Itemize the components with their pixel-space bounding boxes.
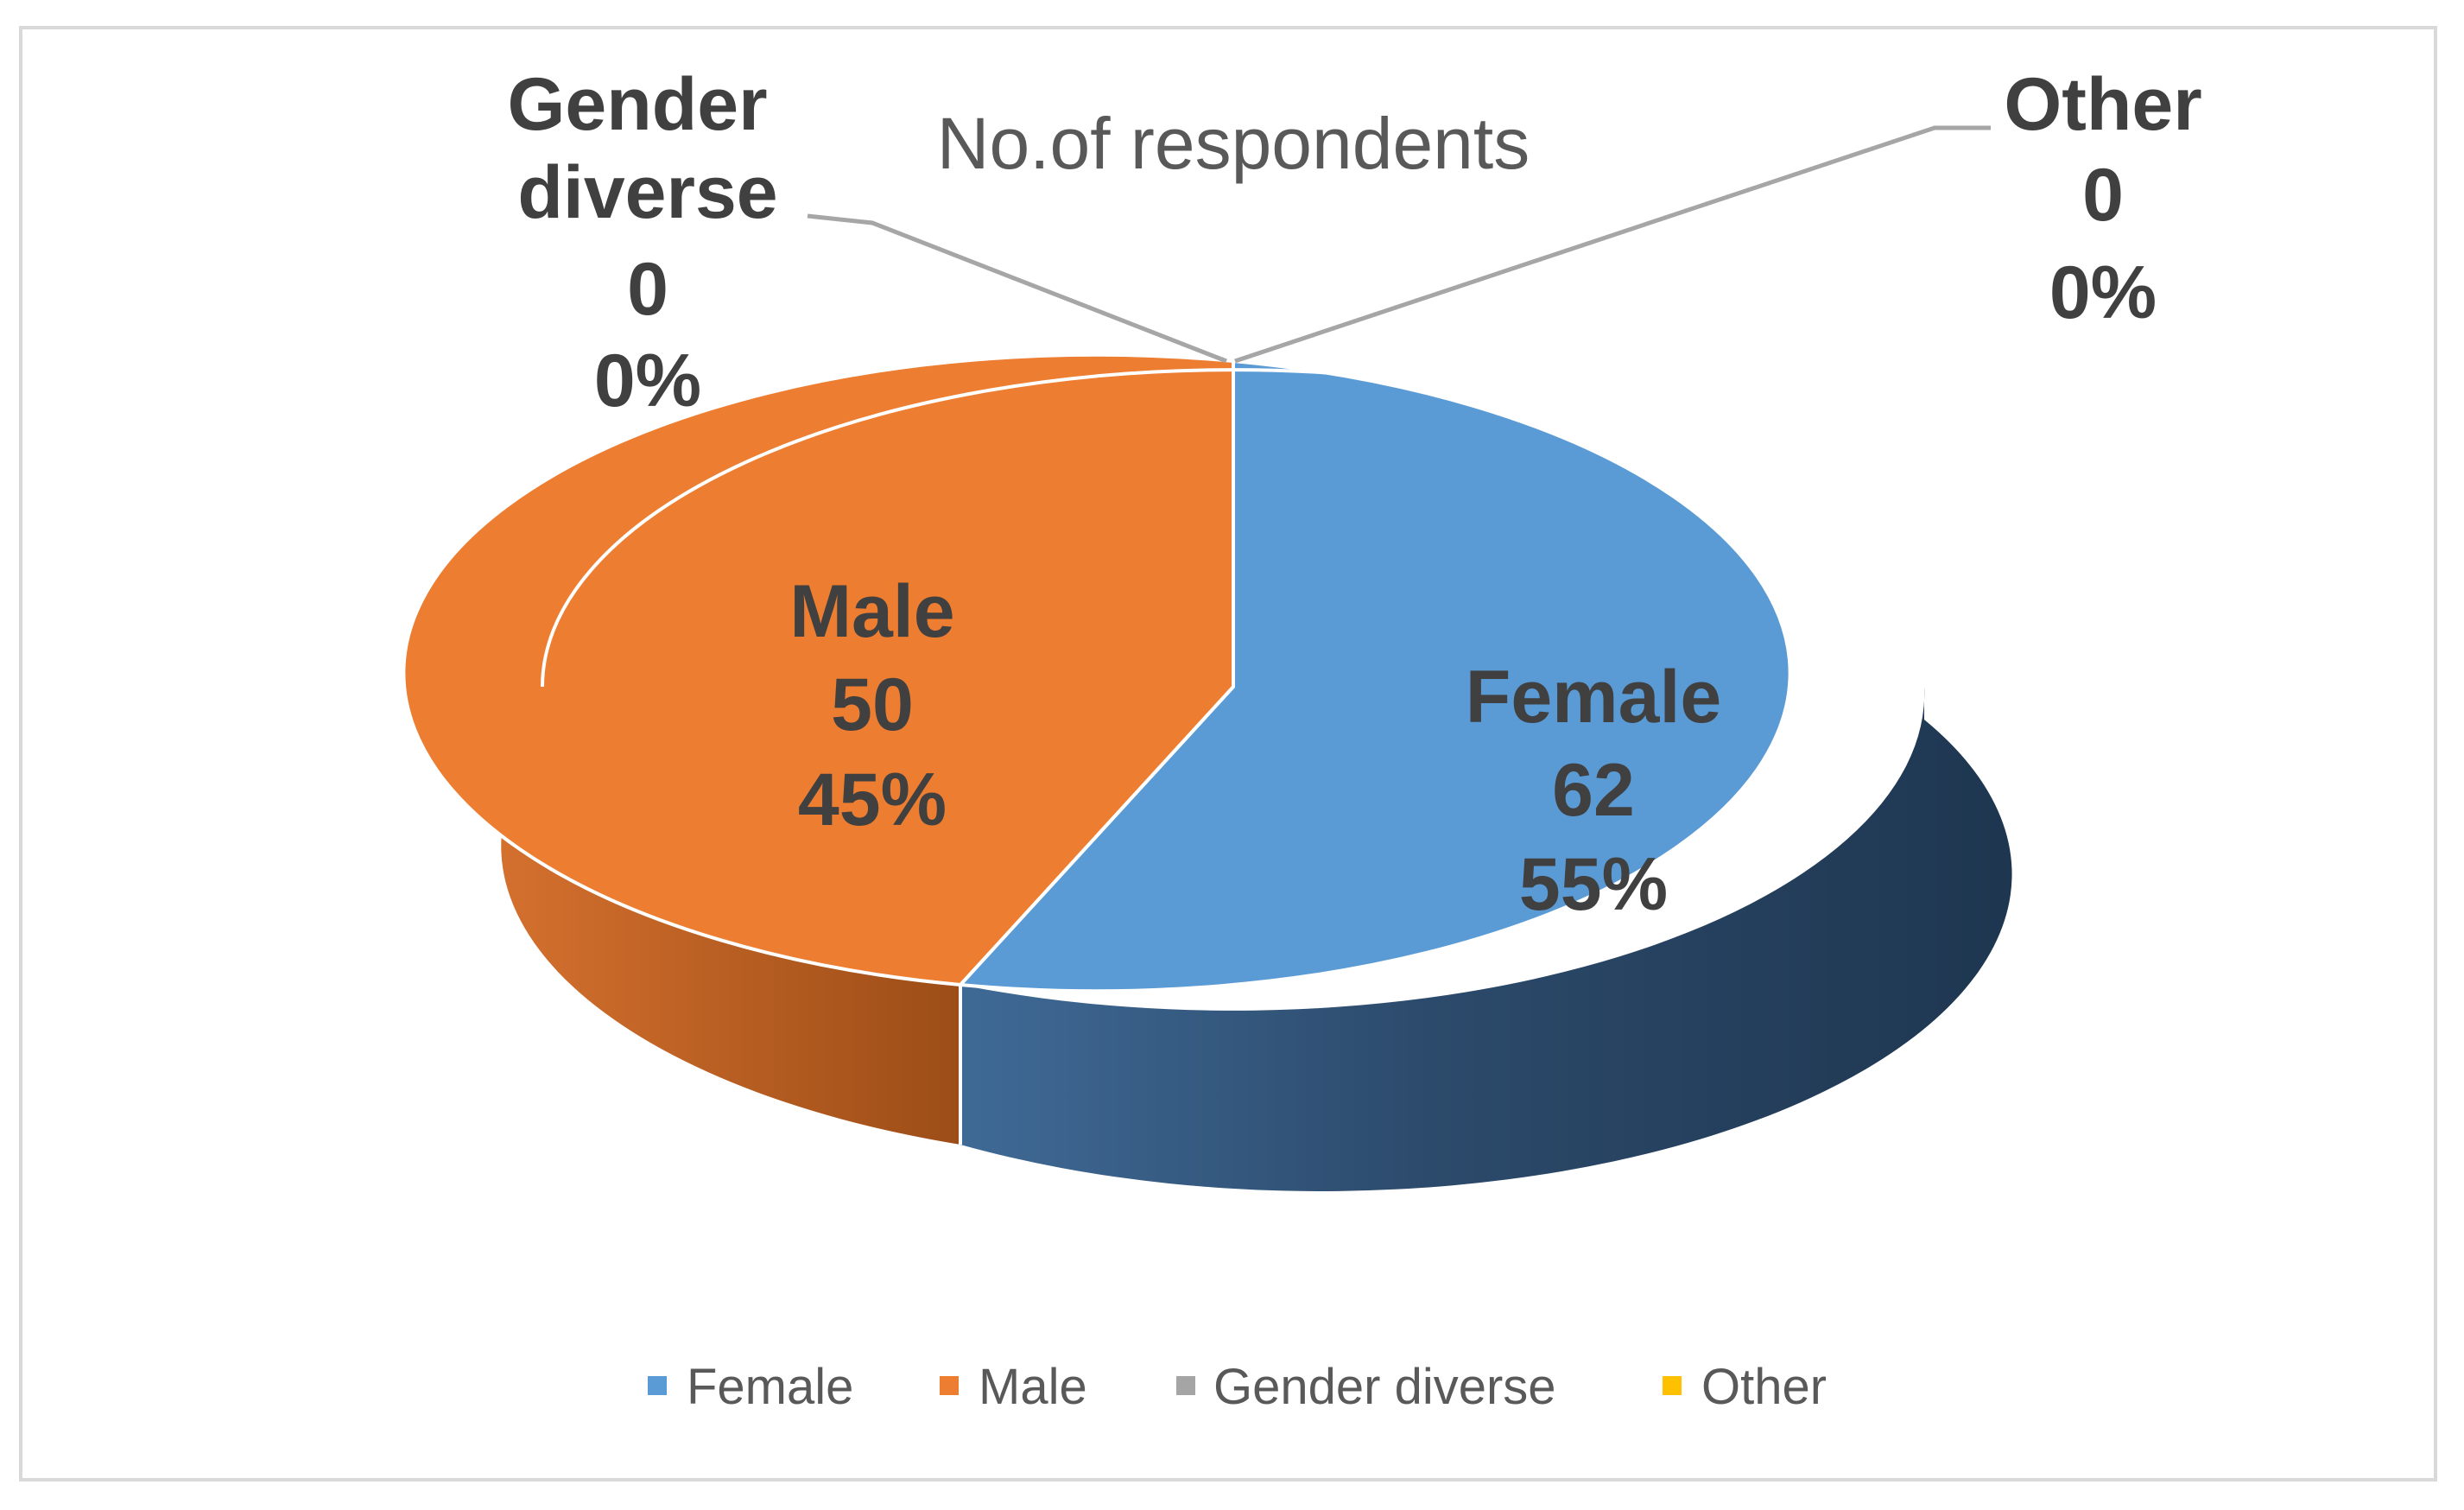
male-value: 50 <box>831 663 914 746</box>
gender-diverse-percent: 0% <box>594 339 701 422</box>
legend-swatch-male <box>940 1376 959 1395</box>
legend-label-other: Other <box>1701 1359 1827 1415</box>
gender-diverse-data-label: Gender diverse <box>508 63 789 234</box>
female-slice <box>959 359 1792 993</box>
male-slice <box>402 352 1235 987</box>
female-category-label: Female <box>1466 656 1721 739</box>
legend-label-female: Female <box>687 1359 853 1415</box>
legend-swatch-gender-diverse <box>1176 1376 1195 1395</box>
pie-outline <box>541 368 1926 688</box>
legend-label-gender-diverse: Gender diverse <box>1213 1359 1556 1415</box>
other-percent: 0% <box>2049 251 2157 334</box>
male-percent: 45% <box>798 758 947 841</box>
other-value: 0 <box>2082 154 2124 237</box>
chart-title: No.of respondents <box>937 103 1530 184</box>
male-category-label: Male <box>789 570 954 653</box>
other-leader-line <box>1234 125 1991 364</box>
female-value: 62 <box>1552 749 1635 832</box>
legend: Female Male Gender diverse Other <box>648 1359 1827 1415</box>
gender-diverse-leader-line <box>807 213 1227 364</box>
legend-label-male: Male <box>979 1359 1087 1415</box>
female-slice-side <box>960 687 2012 1191</box>
legend-swatch-female <box>648 1376 667 1395</box>
legend-swatch-other <box>1663 1376 1682 1395</box>
female-percent: 55% <box>1519 843 1668 926</box>
gender-diverse-value: 0 <box>627 248 668 331</box>
other-category-label: Other <box>2004 63 2201 146</box>
